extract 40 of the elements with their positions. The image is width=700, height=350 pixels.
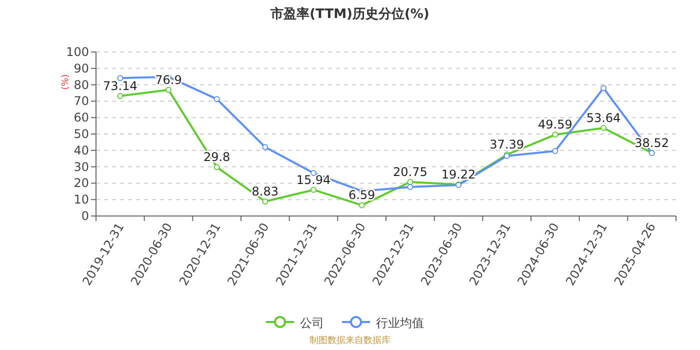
y-tick-label: 100	[66, 45, 89, 59]
y-axis-title: (%)	[61, 74, 71, 90]
y-tick-label: 40	[74, 143, 89, 158]
point	[600, 85, 606, 92]
text: 制图数据来自数据库	[310, 335, 390, 346]
y-tick-label: 20	[74, 176, 89, 190]
y-tick-label: 30	[74, 160, 89, 174]
point	[407, 178, 414, 185]
point	[166, 86, 172, 93]
chart-title: 市盈率(TTM)历史分位(%)	[270, 6, 430, 22]
point	[358, 202, 365, 208]
y-tick-label: 80	[74, 78, 89, 92]
point	[310, 186, 316, 193]
data-label: 8.83	[252, 184, 279, 199]
y-tick-label: 70	[74, 94, 89, 108]
legend-label: 公司	[300, 316, 324, 330]
point	[600, 125, 606, 132]
point	[214, 164, 220, 170]
y-tick-label: 90	[74, 61, 89, 76]
y-tick-label: 0	[81, 209, 89, 223]
point	[214, 96, 220, 102]
point	[262, 198, 268, 205]
data-label: 20.75	[392, 164, 428, 179]
point	[117, 93, 124, 100]
legend-label: 行业均值	[376, 316, 424, 330]
data-label: 73.14	[102, 79, 138, 94]
y-tick-label: 60	[74, 110, 89, 125]
y-tick-label: 50	[74, 127, 89, 141]
data-label: 49.59	[538, 118, 572, 132]
point	[262, 144, 268, 150]
point	[552, 132, 558, 138]
data-label: 19.22	[441, 167, 476, 182]
point	[117, 75, 124, 82]
point	[552, 148, 558, 154]
data-label: 6.59	[348, 188, 376, 202]
y-tick-label: 10	[74, 192, 89, 207]
data-label: 53.64	[586, 111, 621, 126]
data-label: 15.94	[296, 172, 331, 187]
data-label: 37.39	[490, 138, 524, 152]
point	[407, 184, 414, 190]
